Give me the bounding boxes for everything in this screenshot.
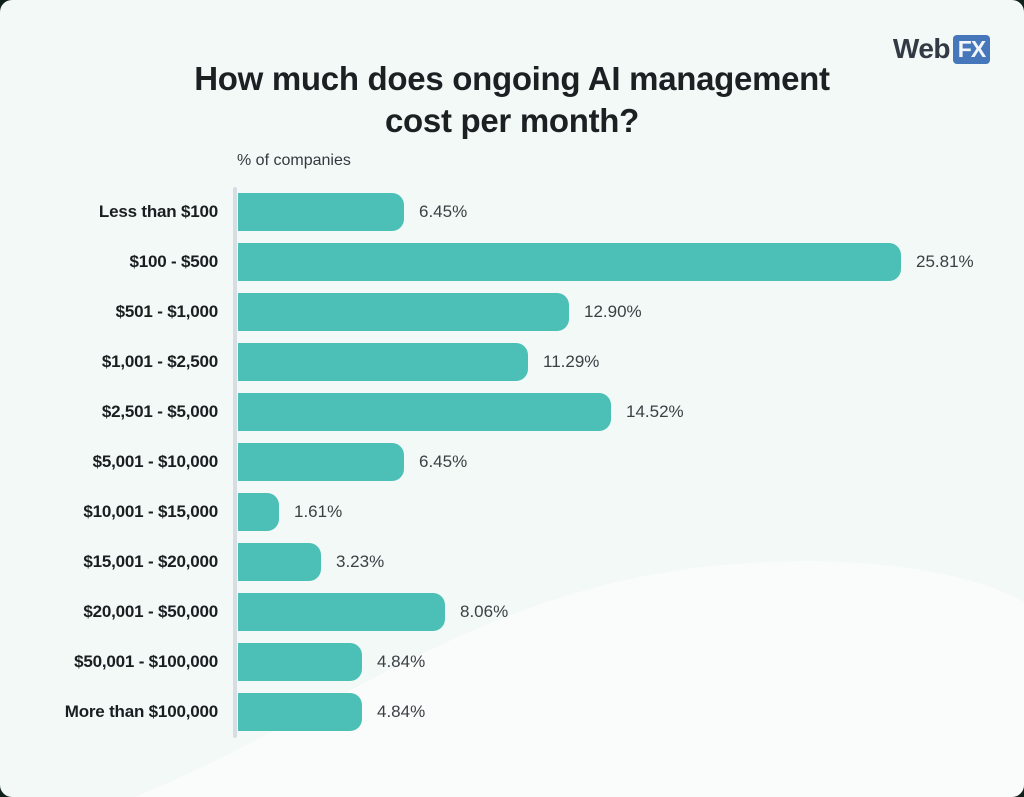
title-line-2: cost per month? (384, 102, 639, 140)
bar (238, 243, 901, 281)
chart-row: $501 - $1,000 12.90% (20, 287, 1004, 337)
category-label: $501 - $1,000 (115, 302, 219, 321)
value-label: 8.06% (460, 602, 509, 621)
chart-row: $15,001 - $20,000 3.23% (20, 537, 1004, 587)
bar (238, 693, 362, 731)
bar-track: 1.61% (238, 493, 1004, 531)
bar-track: 12.90% (238, 293, 1004, 331)
bar (238, 293, 569, 331)
bar (238, 593, 445, 631)
bar-track: 11.29% (238, 343, 1004, 381)
bar (238, 343, 528, 381)
bar (238, 443, 404, 481)
chart-row: $20,001 - $50,000 8.06% (20, 587, 1004, 637)
value-label: 25.81% (916, 252, 974, 271)
webfx-logo: Web FX (893, 33, 990, 65)
x-axis-label: % of companies (237, 152, 351, 169)
page-title: How much does ongoing AI management cost… (0, 58, 1024, 142)
bar-track: 6.45% (238, 193, 1004, 231)
chart-row: $50,001 - $100,000 4.84% (20, 637, 1004, 687)
chart-row: More than $100,000 4.84% (20, 687, 1004, 737)
bar-track: 4.84% (238, 693, 1004, 731)
category-label: More than $100,000 (64, 702, 218, 721)
bar (238, 643, 362, 681)
logo-web-text: Web (892, 33, 951, 64)
bar-track: 8.06% (238, 593, 1004, 631)
bar-track: 14.52% (238, 393, 1004, 431)
chart-row: $2,501 - $5,000 14.52% (20, 387, 1004, 437)
category-label: $5,001 - $10,000 (92, 452, 219, 471)
value-label: 3.23% (336, 552, 385, 571)
category-label: $50,001 - $100,000 (74, 652, 218, 671)
category-label: $2,501 - $5,000 (101, 402, 218, 421)
bar-track: 3.23% (238, 543, 1004, 581)
value-label: 12.90% (584, 302, 642, 321)
chart-rows: Less than $100 6.45% $100 - $500 25.81% $501… (20, 187, 1004, 737)
value-label: 1.61% (294, 502, 343, 521)
value-label: 6.45% (419, 452, 468, 471)
value-label: 6.45% (419, 202, 468, 221)
bar (238, 393, 611, 431)
bar (238, 193, 404, 231)
category-label: $20,001 - $50,000 (83, 602, 218, 621)
chart-row: Less than $100 6.45% (20, 187, 1004, 237)
bar-track: 4.84% (238, 643, 1004, 681)
category-label: $100 - $500 (129, 252, 218, 271)
chart-row: $100 - $500 25.81% (20, 237, 1004, 287)
logo-fx-badge: FX (953, 34, 990, 64)
value-label: 11.29% (543, 352, 600, 371)
chart-row: $1,001 - $2,500 11.29% (20, 337, 1004, 387)
value-label: 4.84% (377, 652, 426, 671)
category-label: Less than $100 (98, 202, 218, 221)
chart-row: $10,001 - $15,000 1.61% (20, 487, 1004, 537)
category-label: $15,001 - $20,000 (83, 552, 218, 571)
category-label: $10,001 - $15,000 (83, 502, 218, 521)
category-label: $1,001 - $2,500 (101, 352, 218, 371)
value-label: 14.52% (626, 402, 684, 421)
y-axis-line (233, 187, 237, 738)
bar-track: 25.81% (238, 243, 1004, 281)
bar (238, 493, 279, 531)
title-line-1: How much does ongoing AI management (194, 60, 830, 98)
chart-row: $5,001 - $10,000 6.45% (20, 437, 1004, 487)
bar (238, 543, 321, 581)
value-label: 4.84% (377, 702, 426, 721)
bar-track: 6.45% (238, 443, 1004, 481)
